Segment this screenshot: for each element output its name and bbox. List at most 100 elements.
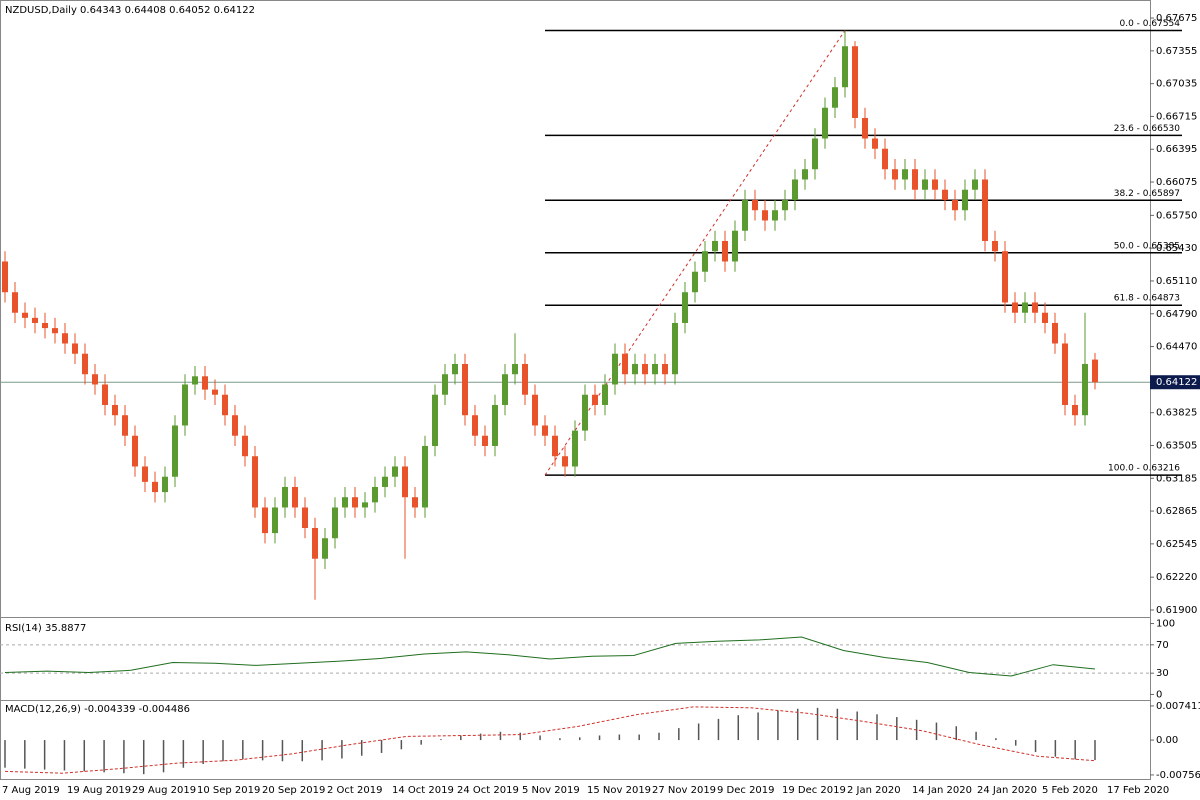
candle-body: [312, 527, 318, 559]
candle-body: [762, 210, 768, 221]
candle-body: [72, 343, 78, 354]
candle-body: [852, 46, 858, 118]
candle-body: [142, 466, 148, 482]
candle-body: [622, 353, 628, 375]
y-tick-label: 100: [1156, 619, 1175, 630]
candle-body: [292, 486, 298, 508]
candle-body: [262, 507, 268, 534]
candle-body: [492, 404, 498, 446]
x-tick-label: 24 Oct 2019: [457, 785, 519, 796]
candle-body: [782, 199, 788, 211]
candle-body: [512, 363, 518, 375]
x-tick-label: 9 Dec 2019: [717, 785, 775, 796]
candle-body: [122, 415, 128, 436]
candle-body: [232, 415, 238, 436]
candle-body: [102, 384, 108, 405]
fib-label: 0.0 - 0.67554: [1120, 19, 1181, 29]
candle-body: [182, 384, 188, 426]
candle-body: [862, 117, 868, 139]
y-tick-label: 0.63825: [1156, 408, 1197, 419]
candle-body: [172, 425, 178, 477]
candle-body: [342, 497, 348, 508]
candle-body: [812, 138, 818, 170]
candle-body: [692, 271, 698, 293]
x-tick-label: 7 Aug 2019: [2, 785, 60, 796]
y-tick-label: 0.62865: [1156, 506, 1197, 517]
main-title: NZDUSD,Daily 0.64343 0.64408 0.64052 0.6…: [5, 5, 255, 16]
candle-body: [162, 476, 168, 493]
candle-body: [202, 376, 208, 390]
y-tick-label: 30: [1156, 668, 1169, 679]
candle-body: [982, 179, 988, 241]
candle-body: [362, 502, 368, 508]
candle-body: [932, 179, 938, 190]
y-tick-label: 0.007411: [1156, 701, 1200, 712]
y-tick-label: 70: [1156, 640, 1169, 651]
y-tick-label: 0.61900: [1156, 605, 1197, 616]
x-tick-label: 19 Aug 2019: [67, 785, 131, 796]
x-tick-label: 29 Aug 2019: [132, 785, 196, 796]
candle-body: [252, 456, 258, 508]
fib-label: 38.2 - 0.65897: [1114, 189, 1180, 199]
candle-body: [582, 394, 588, 431]
candle-body: [1062, 343, 1068, 405]
candle-body: [1082, 363, 1088, 416]
candle-body: [672, 322, 678, 375]
y-tick-label: 0.67675: [1156, 13, 1197, 24]
candle-body: [1092, 359, 1098, 383]
macd-title: MACD(12,26,9) -0.004339 -0.004486: [5, 704, 190, 715]
candle-body: [552, 435, 558, 457]
y-tick-label: 0.66715: [1156, 111, 1197, 122]
candle-body: [372, 486, 378, 503]
candle-body: [912, 169, 918, 190]
candle-body: [1012, 302, 1018, 313]
candle-body: [222, 394, 228, 416]
candle-body: [872, 138, 878, 149]
y-tick-label: 0.62545: [1156, 539, 1197, 550]
x-tick-label: 24 Jan 2020: [977, 785, 1037, 796]
candle-body: [682, 292, 688, 323]
candle-body: [332, 507, 338, 539]
candle-body: [522, 363, 528, 395]
candle-body: [742, 199, 748, 231]
candle-body: [642, 363, 648, 375]
candle-body: [952, 199, 958, 211]
candle-body: [592, 394, 598, 405]
candle-body: [562, 456, 568, 467]
candle-body: [212, 389, 218, 395]
x-tick-label: 2 Jan 2020: [847, 785, 901, 796]
candle-body: [352, 497, 358, 508]
x-tick-label: 20 Sep 2019: [262, 785, 325, 796]
plot-frame: [0, 0, 1151, 780]
candle-body: [902, 169, 908, 180]
candle-body: [502, 374, 508, 405]
candle-body: [842, 46, 848, 88]
candle-body: [732, 230, 738, 262]
candle-body: [792, 179, 798, 200]
candle-body: [632, 363, 638, 375]
rsi-title: RSI(14) 35.8877: [5, 623, 86, 634]
candle-body: [272, 507, 278, 534]
y-tick-label: 0.66395: [1156, 144, 1197, 155]
y-tick-label: 0.00: [1156, 735, 1178, 746]
fib-label: 23.6 - 0.66530: [1114, 124, 1180, 134]
candle-body: [402, 466, 408, 498]
candle-body: [602, 384, 608, 405]
candle-body: [992, 240, 998, 252]
candle-body: [12, 292, 18, 313]
last-price-label: 0.64122: [1156, 377, 1197, 388]
candle-body: [92, 374, 98, 385]
candle-body: [652, 363, 658, 375]
candle-body: [302, 507, 308, 528]
candle-body: [752, 199, 758, 211]
candle-body: [832, 87, 838, 108]
candle-body: [1042, 312, 1048, 323]
candle-body: [412, 497, 418, 508]
fib-label: 61.8 - 0.64873: [1114, 294, 1180, 304]
candle-body: [432, 394, 438, 446]
candle-body: [322, 538, 328, 559]
candle-body: [442, 374, 448, 395]
candle-body: [892, 169, 898, 180]
y-tick-label: 0.62220: [1156, 572, 1197, 583]
